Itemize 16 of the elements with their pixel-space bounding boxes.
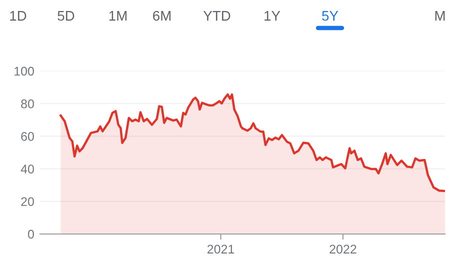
y-tick-label: 80 <box>21 99 34 108</box>
text: 1M <box>109 11 127 21</box>
y-tick-label: 20 <box>21 197 34 206</box>
x-tick-label: 2021 <box>207 244 234 254</box>
y-tick-label: 60 <box>21 132 34 141</box>
y-tick-label: 40 <box>20 164 34 174</box>
text: 5Y <box>322 11 338 21</box>
text: 1D <box>10 11 26 21</box>
y-tick-label: 100 <box>14 66 34 76</box>
text: YTD <box>203 11 230 21</box>
text: M <box>435 11 445 21</box>
y-tick-label: 0 <box>28 230 34 239</box>
x-tick-label: 2022 <box>330 244 356 254</box>
text: 1Y <box>264 11 280 21</box>
text: 5D <box>58 11 74 21</box>
text: 6M <box>153 10 171 21</box>
